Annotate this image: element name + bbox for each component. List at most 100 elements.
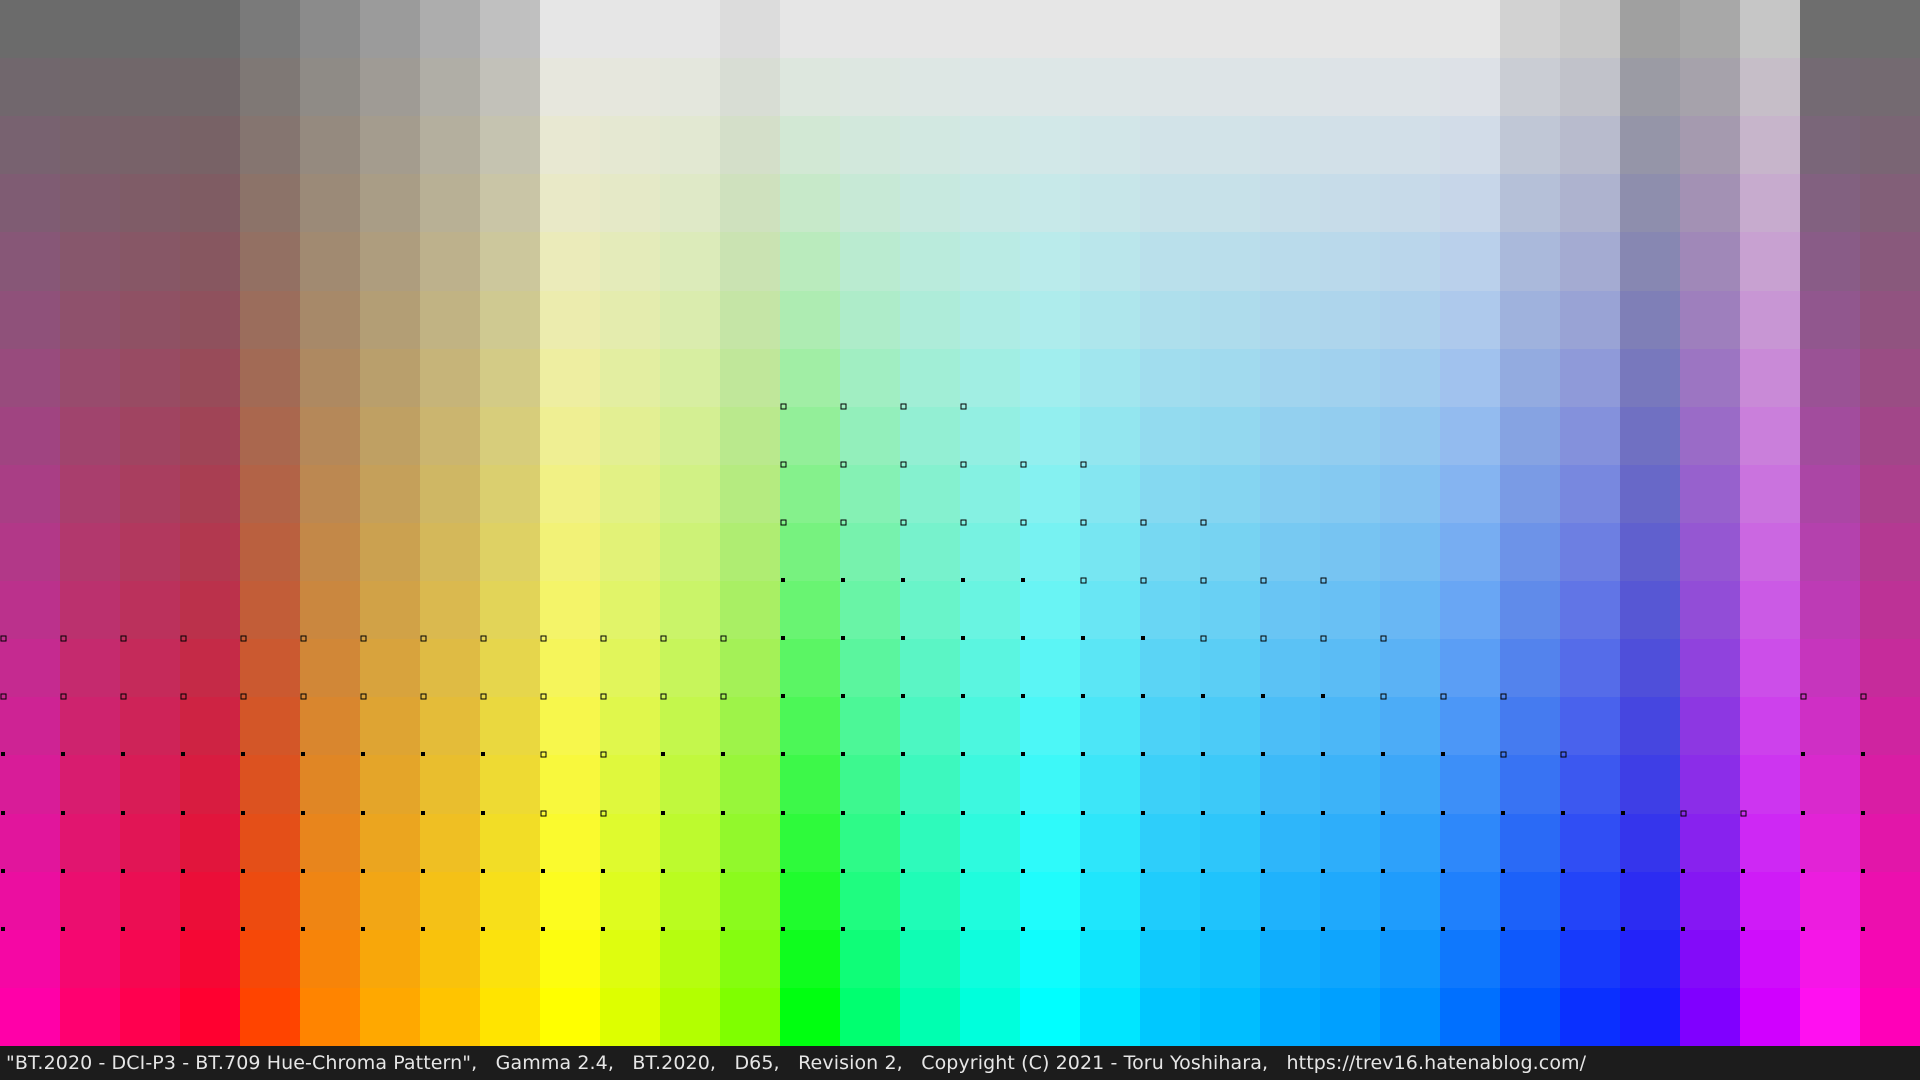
color-patch xyxy=(540,116,600,174)
gamut-marker-hollow xyxy=(840,403,847,410)
color-patch xyxy=(240,814,300,872)
color-patch xyxy=(1800,58,1860,116)
gamut-marker-solid xyxy=(1561,927,1565,931)
gamut-marker-solid xyxy=(121,869,125,873)
color-patch xyxy=(1860,988,1920,1046)
color-patch xyxy=(1200,116,1260,174)
color-patch xyxy=(1500,174,1560,232)
color-patch xyxy=(300,872,360,930)
color-patch xyxy=(840,697,900,755)
color-patch xyxy=(600,349,660,407)
color-patch xyxy=(1140,581,1200,639)
color-patch xyxy=(600,465,660,523)
color-patch xyxy=(420,639,480,697)
color-patch xyxy=(180,523,240,581)
color-patch xyxy=(1020,291,1080,349)
color-patch xyxy=(600,174,660,232)
color-patch xyxy=(120,872,180,930)
gamut-marker-solid xyxy=(601,927,605,931)
color-patch xyxy=(1860,523,1920,581)
color-patch xyxy=(240,0,300,58)
color-patch xyxy=(1080,174,1140,232)
gamut-marker-solid xyxy=(1141,869,1145,873)
color-patch xyxy=(240,523,300,581)
color-patch xyxy=(660,639,720,697)
color-patch xyxy=(540,755,600,814)
gamut-marker-solid xyxy=(961,811,965,815)
gamut-marker-solid xyxy=(1681,927,1685,931)
gamut-marker-solid xyxy=(1021,752,1025,756)
color-patch xyxy=(1620,174,1680,232)
gamut-marker-solid xyxy=(1,811,5,815)
gamut-marker-solid xyxy=(421,927,425,931)
gamut-marker-hollow xyxy=(900,403,907,410)
gamut-marker-hollow xyxy=(1200,519,1207,526)
color-patch xyxy=(1020,872,1080,930)
color-patch xyxy=(1440,814,1500,872)
color-patch xyxy=(540,291,600,349)
color-patch xyxy=(60,0,120,58)
color-patch xyxy=(1020,988,1080,1046)
color-patch xyxy=(780,988,840,1046)
color-patch xyxy=(840,465,900,523)
gamut-marker-solid xyxy=(781,752,785,756)
color-patch xyxy=(480,872,540,930)
color-patch xyxy=(1680,697,1740,755)
color-patch xyxy=(780,232,840,291)
color-patch xyxy=(1560,407,1620,465)
color-patch xyxy=(1560,58,1620,116)
gamut-marker-solid xyxy=(841,869,845,873)
color-patch xyxy=(60,755,120,814)
color-patch xyxy=(1320,523,1380,581)
color-patch xyxy=(1560,349,1620,407)
color-patch xyxy=(1260,755,1320,814)
color-patch xyxy=(300,697,360,755)
gamut-marker-solid xyxy=(181,811,185,815)
gamut-marker-solid xyxy=(841,752,845,756)
color-patch xyxy=(0,988,60,1046)
gamut-marker-hollow xyxy=(1560,751,1567,758)
color-patch xyxy=(300,407,360,465)
color-patch xyxy=(1620,581,1680,639)
gamut-marker-solid xyxy=(781,811,785,815)
gamut-marker-hollow xyxy=(1080,461,1087,468)
color-patch xyxy=(1560,639,1620,697)
color-patch xyxy=(1800,407,1860,465)
color-patch xyxy=(1500,755,1560,814)
color-patch xyxy=(1680,465,1740,523)
color-patch xyxy=(1680,988,1740,1046)
color-patch xyxy=(600,232,660,291)
color-patch xyxy=(1200,755,1260,814)
gamut-marker-solid xyxy=(1321,694,1325,698)
color-patch xyxy=(0,581,60,639)
color-patch xyxy=(660,116,720,174)
gamut-marker-solid xyxy=(61,927,65,931)
color-patch xyxy=(900,116,960,174)
gamut-marker-hollow xyxy=(240,635,247,642)
color-patch xyxy=(780,291,840,349)
gamut-marker-solid xyxy=(1,869,5,873)
color-patch xyxy=(720,407,780,465)
color-patch xyxy=(360,0,420,58)
color-patch xyxy=(1860,872,1920,930)
color-patch xyxy=(480,116,540,174)
color-patch xyxy=(1620,523,1680,581)
gamut-marker-solid xyxy=(181,752,185,756)
color-patch xyxy=(780,872,840,930)
color-patch xyxy=(960,639,1020,697)
color-patch xyxy=(1680,407,1740,465)
color-patch xyxy=(420,581,480,639)
color-patch xyxy=(900,407,960,465)
color-patch xyxy=(0,58,60,116)
color-patch xyxy=(1500,581,1560,639)
color-patch xyxy=(660,814,720,872)
gamut-marker-solid xyxy=(1261,927,1265,931)
color-patch xyxy=(1800,697,1860,755)
gamut-marker-hollow xyxy=(1080,519,1087,526)
color-patch xyxy=(540,465,600,523)
color-patch xyxy=(540,814,600,872)
color-patch xyxy=(420,697,480,755)
color-patch xyxy=(1380,814,1440,872)
color-patch xyxy=(1140,0,1200,58)
color-patch xyxy=(780,814,840,872)
